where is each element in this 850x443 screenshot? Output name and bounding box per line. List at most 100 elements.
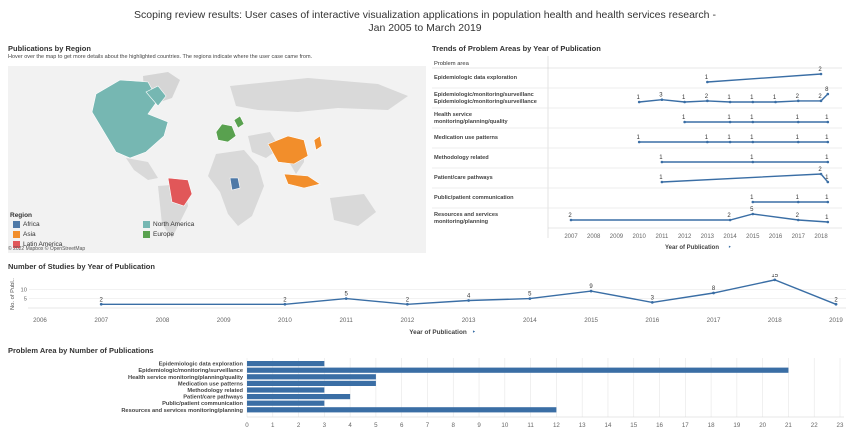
studies-x-tick: 2015	[584, 317, 598, 324]
bar-x-tick: 15	[630, 422, 637, 429]
trends-x-tick: 2012	[678, 234, 692, 240]
map-title: Publications by Region	[8, 44, 91, 53]
trends-row-line	[661, 173, 829, 183]
studies-x-tick: 2016	[645, 317, 659, 324]
pin-icon[interactable]: ‣	[472, 329, 476, 336]
map-credit: © 2022 Mapbox © OpenStreetMap	[8, 246, 86, 252]
trends-row-header: Problem area	[434, 61, 470, 67]
region-north-america-2	[145, 85, 167, 107]
trends-row-label: monitoring/planning/quality	[434, 119, 509, 125]
studies-point	[283, 302, 287, 306]
trends-point	[637, 100, 641, 104]
trends-point	[637, 140, 641, 144]
trends-x-tick: 2017	[792, 234, 806, 240]
trends-point-label: 2	[818, 94, 822, 100]
trends-row-label: Methodology related	[434, 155, 489, 161]
bar-category-label: Methodology related	[187, 388, 243, 394]
bar-x-tick: 19	[733, 422, 740, 429]
bar-x-tick: 6	[400, 422, 404, 429]
trends-point	[706, 80, 709, 84]
studies-point	[773, 278, 777, 282]
studies-point	[650, 300, 654, 304]
bar-x-tick: 11	[527, 422, 534, 429]
trends-point-label: 1	[825, 175, 829, 181]
trends-point	[728, 218, 732, 222]
studies-x-tick: 2014	[523, 317, 537, 324]
trends-title: Trends of Problem Areas by Year of Publi…	[432, 44, 601, 53]
trends-point-label: 1	[637, 135, 641, 141]
map-legend-title: Region	[10, 212, 33, 219]
trends-point-label: 1	[825, 155, 829, 161]
trends-point	[683, 100, 686, 104]
legend-label-africa: Africa	[23, 221, 40, 228]
trends-x-tick: 2010	[633, 234, 647, 240]
studies-point	[467, 299, 471, 302]
trends-point-label: 1	[825, 115, 829, 121]
bar-x-tick: 23	[837, 422, 844, 429]
trends-x-tick: 2018	[814, 234, 828, 240]
trends-point-label: 1	[825, 195, 829, 201]
trends-x-tick: 2014	[723, 234, 737, 240]
main-title-line2: Jan 2005 to March 2019	[368, 22, 482, 34]
trends-point-label: 2	[568, 213, 572, 219]
trends-point	[569, 218, 573, 222]
region-africa	[229, 177, 241, 191]
trends-point	[819, 72, 823, 76]
trends-point	[796, 120, 800, 124]
studies-point-label: 3	[651, 295, 655, 301]
region-latin-america	[167, 177, 193, 207]
trends-row-label: Epidemiologic data exploration	[434, 75, 518, 81]
trends-x-tick: 2009	[610, 234, 624, 240]
bar-x-tick: 2	[297, 422, 301, 429]
bar-x-tick: 4	[348, 422, 352, 429]
studies-point-label: 8	[712, 286, 716, 292]
pin-icon[interactable]: ‣	[728, 245, 732, 251]
studies-point-label: 9	[589, 284, 593, 290]
region-asia-sea	[283, 173, 321, 189]
studies-x-tick: 2006	[33, 317, 47, 324]
trends-point-label: 1	[750, 95, 754, 101]
bar-x-tick: 14	[605, 422, 612, 429]
trends-point-label: 1	[682, 115, 686, 121]
studies-point	[834, 302, 838, 306]
studies-chart[interactable]: 10 5 No. of Publ.. 2 2 5 2 4 5 9 3 8 15 2 2006 2007 2008…	[0, 273, 850, 340]
trends-point-label: 1	[796, 115, 800, 121]
trends-point-label: 2	[727, 213, 731, 219]
land-australia	[330, 194, 376, 226]
studies-x-tick: 2013	[462, 317, 476, 324]
trends-point	[706, 99, 709, 103]
trends-point-label: 1	[659, 155, 663, 161]
studies-x-tick: 2007	[94, 317, 108, 324]
studies-point-label: 2	[100, 297, 104, 303]
bar-mark	[247, 374, 376, 380]
trends-row-label: Resources and services	[434, 212, 498, 218]
trends-x-tick: 2015	[746, 234, 760, 240]
bar-x-tick: 13	[579, 422, 586, 429]
trends-row-line	[639, 93, 829, 103]
trends-point	[826, 120, 830, 124]
trends-point-label: 1	[750, 195, 754, 201]
trends-point	[751, 100, 755, 104]
studies-point	[589, 289, 593, 293]
trends-point	[796, 140, 800, 144]
legend-label-latin-america: Latin America	[23, 241, 63, 248]
trends-x-label: Year of Publication	[665, 245, 719, 251]
trends-point	[660, 98, 664, 102]
bar-svg: 0 1 2 3 4 5 6 7 8 9 10 11 12 13 14 15 16 17 18 19 20 21 22 23Ep…	[121, 358, 844, 429]
bar-chart[interactable]: 0 1 2 3 4 5 6 7 8 9 10 11 12 13 14 15 16 17 18 19 20 21 22 23 Ep…	[0, 356, 850, 438]
trends-chart[interactable]: Problem area Epidemiologic data explorati…	[432, 56, 842, 256]
trends-point-label: 2	[818, 167, 822, 173]
trends-row-line	[707, 73, 822, 83]
legend-swatch-latin-america	[13, 241, 20, 248]
studies-x-tick: 2010	[278, 317, 292, 324]
bar-category-label: Medication use patterns	[178, 381, 243, 387]
region-map[interactable]	[8, 66, 426, 253]
trends-row-label: Medication use patterns	[434, 135, 498, 141]
trends-x-tick: 2008	[587, 234, 601, 240]
trends-point	[751, 160, 755, 164]
studies-point	[405, 302, 409, 306]
trends-point	[819, 99, 823, 103]
trends-point-label: 1	[750, 115, 754, 121]
bar-mark	[247, 400, 325, 406]
trends-row-label: Patient/care pathways	[434, 175, 493, 181]
